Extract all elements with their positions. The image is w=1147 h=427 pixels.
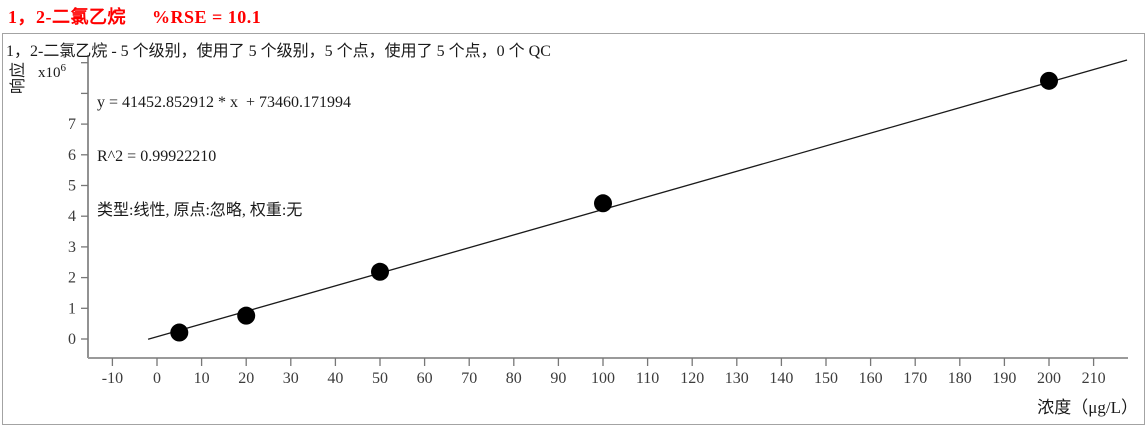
x-tick-label: 90 bbox=[550, 370, 566, 387]
x-tick-label: 210 bbox=[1082, 370, 1106, 387]
data-point[interactable] bbox=[1040, 71, 1058, 90]
x-tick-label: 170 bbox=[903, 370, 927, 387]
x-tick-label: 60 bbox=[417, 370, 433, 387]
x-tick-label: 20 bbox=[238, 370, 254, 387]
x-tick-label: 40 bbox=[327, 370, 343, 387]
data-point[interactable] bbox=[594, 194, 612, 213]
x-tick-label: 200 bbox=[1037, 370, 1061, 387]
x-tick-label: 30 bbox=[283, 370, 299, 387]
fit-r-squared: R^2 = 0.99922210 bbox=[97, 148, 217, 165]
x-tick-label: 140 bbox=[769, 370, 793, 387]
x-axis-label: 浓度（μg/L） bbox=[1037, 398, 1138, 417]
data-point[interactable] bbox=[170, 323, 189, 342]
regression-line bbox=[147, 59, 1128, 340]
x-tick-label: 10 bbox=[194, 370, 210, 387]
y-tick-label: 2 bbox=[68, 270, 76, 287]
x-tick-label: 80 bbox=[506, 370, 522, 387]
y-axis-multiplier-exponent: 6 bbox=[60, 62, 67, 74]
chart-subtitle: 1，2-二氯乙烷 - 5 个级别，使用了 5 个级别，5 个点，使用了 5 个点… bbox=[6, 43, 551, 60]
data-point[interactable] bbox=[371, 262, 389, 281]
curve-title: 1，2-二氯乙烷 %RSE = 10.1 bbox=[8, 3, 261, 29]
x-tick-label: 70 bbox=[461, 370, 477, 387]
fit-settings: 类型:线性, 原点:忽略, 权重:无 bbox=[97, 202, 303, 219]
x-tick-label: 110 bbox=[636, 370, 659, 387]
x-tick-label: 190 bbox=[992, 370, 1016, 387]
y-tick-label: 1 bbox=[68, 300, 76, 317]
fit-equation-block: y = 41452.852912 * x + 73460.171994 R^2 … bbox=[97, 58, 351, 256]
x-tick-label: 180 bbox=[948, 370, 972, 387]
x-tick-label: 150 bbox=[814, 370, 838, 387]
x-tick-label: 130 bbox=[725, 370, 749, 387]
x-tick-label: 0 bbox=[153, 370, 161, 387]
y-tick-label: 6 bbox=[68, 147, 76, 164]
x-tick-label: 50 bbox=[372, 370, 388, 387]
x-tick-label: 120 bbox=[680, 370, 704, 387]
rse-value: %RSE = 10.1 bbox=[152, 7, 262, 27]
y-tick-label: 0 bbox=[68, 331, 76, 348]
x-tick-label: 100 bbox=[591, 370, 615, 387]
x-tick-label: -10 bbox=[102, 370, 123, 387]
y-tick-label: 7 bbox=[68, 116, 76, 133]
x-tick-label: 160 bbox=[859, 370, 883, 387]
data-point[interactable] bbox=[237, 306, 256, 325]
y-tick-label: 3 bbox=[68, 239, 76, 256]
fit-equation: y = 41452.852912 * x + 73460.171994 bbox=[97, 94, 352, 111]
y-axis-multiplier: x106 bbox=[38, 62, 66, 82]
y-axis-multiplier-base: x10 bbox=[38, 65, 61, 81]
chart-panel bbox=[2, 33, 1145, 425]
compound-name: 1，2-二氯乙烷 bbox=[8, 7, 126, 27]
y-tick-label: 4 bbox=[68, 208, 76, 225]
y-tick-label: 5 bbox=[68, 178, 76, 195]
